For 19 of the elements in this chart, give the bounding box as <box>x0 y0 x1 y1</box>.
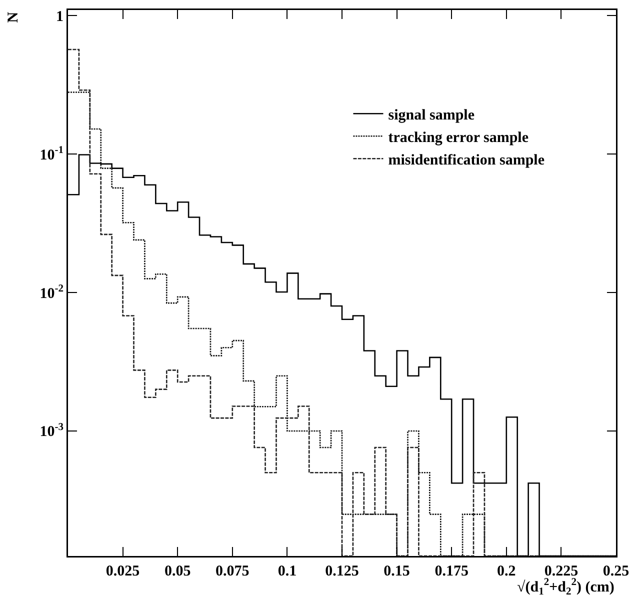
x-tick-label: 0.05 <box>164 564 191 580</box>
x-tick-label: 0.075 <box>216 564 250 580</box>
y-tick-label: 10$^{-2}$ <box>40 284 64 302</box>
legend-label: tracking error sample <box>388 130 529 146</box>
y-tick-label: 10$^{-3}$ <box>40 422 64 440</box>
legend-label: misidentification sample <box>388 152 545 168</box>
x-tick-label: 0.225 <box>544 564 578 580</box>
x-tick-label: 0.025 <box>106 564 140 580</box>
y-tick-label: 1 <box>56 8 64 25</box>
x-axis-title: √(d$_{1}$$^{2}$+d$_{2}$$^{2}$) (cm) <box>517 577 614 598</box>
x-tick-label: 0.15 <box>384 564 410 580</box>
x-tick-label: 0.125 <box>325 564 359 580</box>
x-tick-label: 0.25 <box>602 564 630 580</box>
x-tick-label: 0.2 <box>497 564 516 580</box>
y-tick-label: 10$^{-1}$ <box>40 145 64 164</box>
x-tick-label: 0.175 <box>434 564 468 580</box>
legend-label: signal sample <box>388 107 475 124</box>
y-axis-title: N <box>6 12 22 23</box>
x-tick-label: 0.1 <box>278 564 297 580</box>
